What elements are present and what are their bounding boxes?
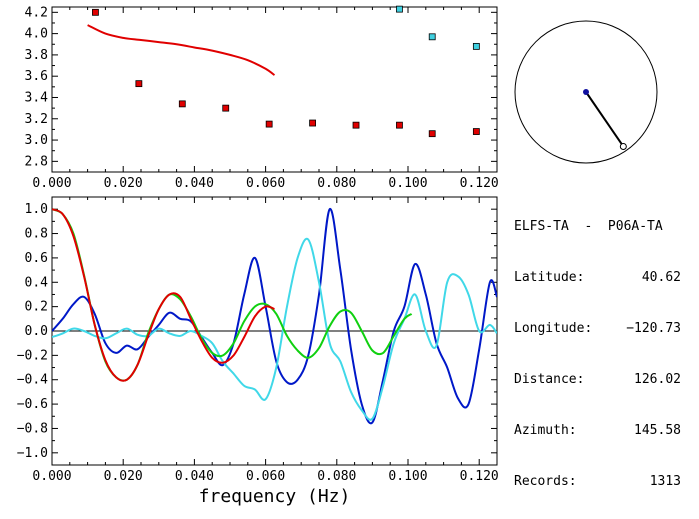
remote-station-dot: [619, 142, 627, 150]
y-tick-label: 4.0: [25, 27, 48, 42]
series-line-2: [52, 208, 413, 382]
y-tick-label: 2.8: [25, 154, 48, 169]
data-point-s2-1: [428, 33, 436, 41]
map-circle: [514, 20, 658, 164]
y-tick-label: 0.6: [25, 251, 48, 266]
info-label: Latitude:: [514, 270, 585, 285]
info-label: Longitude:: [514, 321, 593, 336]
y-tick-label: 0.2: [25, 300, 48, 315]
info-value: −120.73: [626, 321, 681, 336]
data-point-s1-0: [92, 8, 99, 16]
x-tick-label: 0.020: [104, 469, 143, 484]
data-point-s1-4: [265, 120, 273, 128]
info-value: 1313: [649, 474, 681, 489]
info-row-azimuth: Azimuth: 145.58: [514, 422, 694, 439]
info-row-records: Records: 1313: [514, 473, 694, 490]
x-tick-label: 0.000: [32, 469, 71, 484]
x-tick-label: 0.040: [175, 176, 214, 191]
data-point-s1-2: [178, 100, 186, 108]
y-tick-label: 1.0: [25, 202, 48, 217]
data-point-s1-1: [135, 80, 143, 88]
y-tick-label: 3.0: [25, 133, 48, 148]
info-row-longitude: Longitude: −120.73: [514, 320, 694, 337]
data-point-s1-5: [309, 119, 316, 127]
info-value: 145.58: [634, 423, 681, 438]
data-point-s1-3: [222, 104, 230, 112]
info-label: Records:: [514, 474, 577, 489]
x-tick-label: 0.020: [104, 176, 143, 191]
y-tick-label: 0.4: [25, 275, 49, 290]
data-point-s1-7: [396, 121, 403, 129]
y-tick-label: 0.0: [25, 324, 48, 339]
info-value: 126.02: [634, 372, 681, 387]
station-info: ELFS-TA - P06A-TA Latitude: 40.62 Longit…: [514, 184, 694, 507]
info-label: Distance:: [514, 372, 585, 387]
series-line-3: [52, 208, 275, 382]
y-tick-label: 0.8: [25, 227, 48, 242]
y-tick-label: 3.4: [25, 90, 49, 105]
info-row-distance: Distance: 126.02: [514, 371, 694, 388]
x-axis-label: frequency (Hz): [199, 486, 351, 507]
x-tick-label: 0.100: [388, 469, 427, 484]
series-line-0: [87, 24, 276, 76]
info-value: 40.62: [641, 270, 681, 285]
y-tick-label: 4.2: [25, 5, 48, 20]
y-tick-label: 3.8: [25, 48, 48, 63]
correlation-chart: 0.000 0.020 0.040 0.060 0.080 0.100 0.120 1.0 0.…: [17, 196, 499, 507]
data-point-s1-8: [428, 130, 436, 138]
x-tick-label: 0.000: [32, 176, 71, 191]
x-tick-label: 0.060: [246, 469, 285, 484]
x-tick-label: 0.080: [317, 176, 356, 191]
info-row-latitude: Latitude: 40.62: [514, 269, 694, 286]
data-point-s2-0: [396, 5, 403, 13]
azimuth-map: [514, 20, 658, 164]
azimuth-line: [585, 91, 625, 148]
y-tick-label: 3.6: [25, 69, 48, 84]
velocity-chart: 0.000 0.020 0.040 0.060 0.080 0.100 0.120 2.8 3.…: [25, 5, 499, 191]
data-point-s1-6: [352, 121, 360, 129]
station-pair-header: ELFS-TA - P06A-TA: [514, 219, 663, 234]
x-tick-label: 0.080: [317, 469, 356, 484]
plot-frame: [51, 6, 498, 173]
x-tick-label: 0.120: [460, 176, 499, 191]
y-tick-label: −0.8: [17, 421, 48, 436]
station-dot: [583, 89, 589, 95]
data-point-s1-9: [472, 128, 480, 135]
x-tick-label: 0.120: [460, 469, 499, 484]
series-line-0: [52, 208, 497, 425]
x-tick-label: 0.060: [246, 176, 285, 191]
series-line-1: [52, 237, 497, 421]
info-label: Azimuth:: [514, 423, 577, 438]
y-tick-label: −0.4: [17, 373, 48, 388]
y-tick-label: −1.0: [17, 446, 48, 461]
y-tick-label: 3.2: [25, 112, 48, 127]
y-tick-label: −0.2: [17, 348, 48, 363]
y-tick-label: −0.6: [17, 397, 48, 412]
data-point-s2-2: [472, 42, 480, 50]
x-tick-label: 0.100: [388, 176, 427, 191]
x-tick-label: 0.040: [175, 469, 214, 484]
